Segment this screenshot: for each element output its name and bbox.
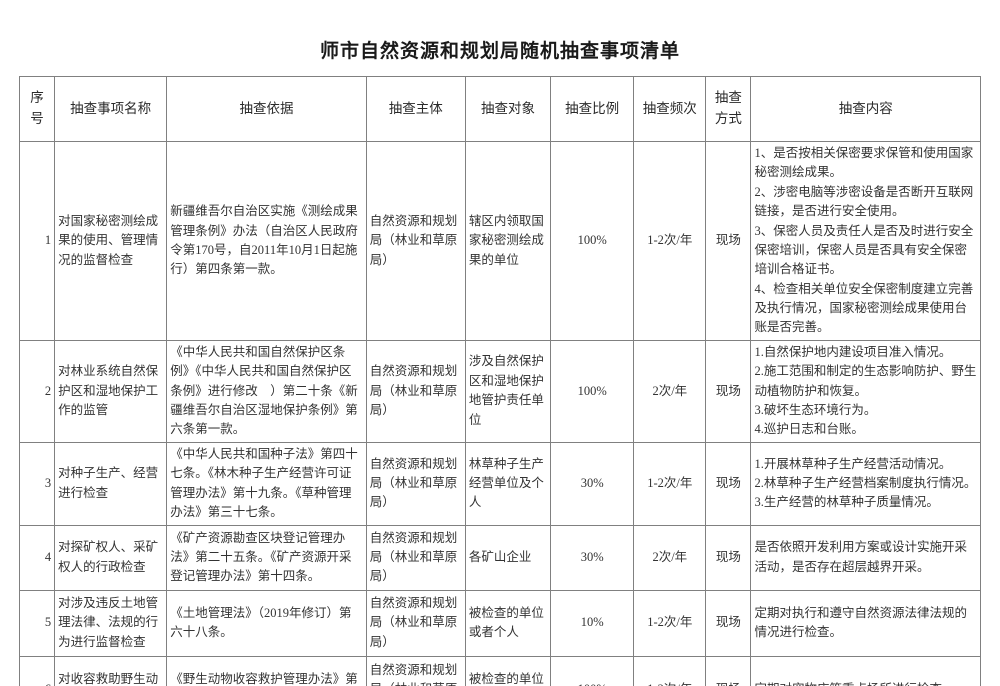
inspection-items-table: 序号 抽查事项名称 抽查依据 抽查主体 抽查对象 抽查比例 抽查频次 抽查方式 … (18, 76, 981, 686)
row-no: 4 (18, 524, 56, 591)
row-method: 现场 (705, 339, 752, 443)
table-row: 5 对涉及违反土地管理法律、法规的行为进行监督检查 《土地管理法》（2019年修… (18, 589, 981, 657)
table-row: 4 对探矿权人、采矿权人的行政检查 《矿产资源勘查区块登记管理办法》第二十五条。… (18, 524, 981, 591)
row-basis: 新疆维吾尔自治区实施《测绘成果管理条例》办法（自治区人民政府令第170号，自20… (166, 141, 367, 341)
row-basis: 《矿产资源勘查区块登记管理办法》第二十五条。《矿产资源开采登记管理办法》第十四条… (166, 524, 367, 591)
row-content: 1.自然保护地内建设项目准入情况。 2.施工范围和制定的生态影响防护、野生动植物… (750, 339, 981, 443)
row-item-name: 对收容救助野生动物活动的监督检查 (54, 655, 168, 686)
table-row: 1 对国家秘密测绘成果的使用、管理情况的监督检查 新疆维吾尔自治区实施《测绘成果… (18, 141, 981, 341)
row-subject: 自然资源和规划局（林业和草原局） (365, 655, 466, 686)
row-frequency: 1-2次/年 (633, 589, 707, 657)
row-content: 定期对执行和遵守自然资源法律法规的情况进行检查。 (750, 589, 981, 657)
row-method: 现场 (705, 141, 752, 341)
col-header-subject: 抽查主体 (365, 76, 466, 142)
row-subject: 自然资源和规划局（林业和草原局） (365, 141, 466, 341)
row-content: 1.开展林草种子生产经营活动情况。 2.林草种子生产经营档案制度执行情况。 3.… (750, 441, 981, 526)
row-item-name: 对国家秘密测绘成果的使用、管理情况的监督检查 (54, 141, 168, 341)
col-header-no: 序号 (18, 76, 56, 142)
row-frequency: 1-2次/年 (633, 141, 707, 341)
row-item-name: 对探矿权人、采矿权人的行政检查 (54, 524, 168, 591)
row-item-name: 对涉及违反土地管理法律、法规的行为进行监督检查 (54, 589, 168, 657)
row-item-name: 对种子生产、经营进行检查 (54, 441, 168, 526)
row-method: 现场 (705, 524, 752, 591)
row-no: 3 (18, 441, 56, 526)
page-title: 师市自然资源和规划局随机抽查事项清单 (319, 41, 680, 62)
row-frequency: 2次/年 (633, 339, 707, 443)
row-content: 是否依照开发利用方案或设计实施开采活动，是否存在超层越界开采。 (750, 524, 981, 591)
col-header-frequency: 抽查频次 (633, 76, 707, 142)
row-ratio: 30% (550, 524, 635, 591)
row-content: 1、是否按相关保密要求保管和使用国家秘密测绘成果。 2、涉密电脑等涉密设备是否断… (750, 141, 981, 341)
row-target: 林草种子生产经营单位及个人 (464, 441, 552, 526)
row-method: 现场 (705, 655, 752, 686)
col-header-content: 抽查内容 (750, 76, 981, 142)
header-row: 序号 抽查事项名称 抽查依据 抽查主体 抽查对象 抽查比例 抽查频次 抽查方式 … (18, 76, 981, 142)
row-ratio: 100% (550, 339, 635, 443)
row-no: 2 (18, 339, 56, 443)
row-target: 辖区内领取国家秘密测绘成果的单位 (464, 141, 552, 341)
row-ratio: 100% (550, 655, 635, 686)
row-subject: 自然资源和规划局（林业和草原局） (365, 441, 466, 526)
row-frequency: 1-2次/年 (633, 441, 707, 526)
row-subject: 自然资源和规划局（林业和草原局） (365, 339, 466, 443)
col-header-basis: 抽查依据 (166, 76, 367, 142)
col-header-method: 抽查方式 (705, 76, 752, 142)
row-basis: 《土地管理法》（2019年修订）第六十八条。 (166, 589, 367, 657)
row-target: 被检查的单位或者个人 (464, 655, 552, 686)
row-content: 定期对宠物店等重点场所进行检查。 (750, 655, 981, 686)
row-frequency: 2次/年 (633, 524, 707, 591)
row-no: 5 (18, 589, 56, 657)
row-subject: 自然资源和规划局（林业和草原局） (365, 589, 466, 657)
col-header-name: 抽查事项名称 (54, 76, 168, 142)
row-ratio: 30% (550, 441, 635, 526)
col-header-no-label: 序号 (30, 90, 44, 126)
table-row: 3 对种子生产、经营进行检查 《中华人民共和国种子法》第四十七条。《林木种子生产… (18, 441, 981, 526)
row-target: 各矿山企业 (464, 524, 552, 591)
row-basis: 《中华人民共和国种子法》第四十七条。《林木种子生产经营许可证管理办法》第十九条。… (166, 441, 367, 526)
row-ratio: 100% (550, 141, 635, 341)
row-no: 1 (18, 141, 56, 341)
row-frequency: 1-2次/年 (633, 655, 707, 686)
row-no: 6 (18, 655, 56, 686)
row-method: 现场 (705, 589, 752, 657)
row-method: 现场 (705, 441, 752, 526)
row-basis: 《野生动物收容救护管理办法》第十四条。 (166, 655, 367, 686)
row-target: 被检查的单位或者个人 (464, 589, 552, 657)
col-header-target: 抽查对象 (464, 76, 552, 142)
row-item-name: 对林业系统自然保护区和湿地保护工作的监管 (54, 339, 168, 443)
row-ratio: 10% (550, 589, 635, 657)
table-row: 2 对林业系统自然保护区和湿地保护工作的监管 《中华人民共和国自然保护区条例》《… (18, 339, 981, 443)
row-basis: 《中华人民共和国自然保护区条例》《中华人民共和国自然保护区条例》进行修改 ）第二… (166, 339, 367, 443)
table-row: 6 对收容救助野生动物活动的监督检查 《野生动物收容救护管理办法》第十四条。 自… (18, 655, 981, 686)
row-target: 涉及自然保护区和湿地保护地管护责任单位 (464, 339, 552, 443)
row-subject: 自然资源和规划局（林业和草原局） (365, 524, 466, 591)
col-header-ratio: 抽查比例 (550, 76, 635, 142)
